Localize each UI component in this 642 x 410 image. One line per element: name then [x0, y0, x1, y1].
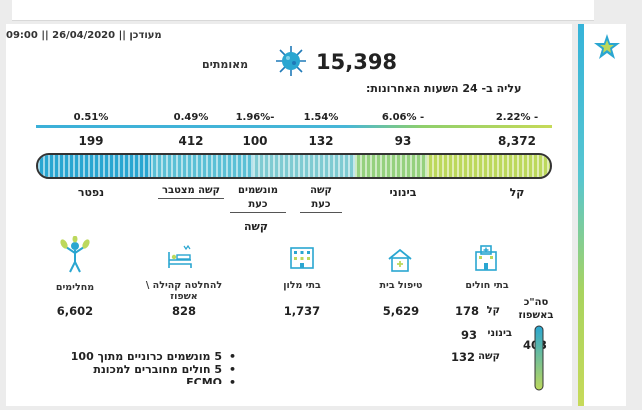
thermo-segment-deceased — [38, 155, 151, 177]
label-home-care: טיפול בית — [379, 280, 423, 291]
hosp-row-moderate-value: 93 — [460, 328, 477, 342]
notes-list: 5 מונשמים כרוניים מתוך 100 5 חולים מחובר… — [66, 350, 276, 384]
count-mild: 8,372 — [498, 134, 536, 148]
recovered-person-icon — [60, 236, 90, 273]
pct-ventilated: -1.96% — [235, 112, 275, 123]
hospital-icon — [475, 245, 497, 271]
home-icon — [388, 248, 412, 272]
pct-mild: - 2.22% — [495, 112, 539, 123]
divider-line — [36, 125, 552, 128]
count-severe-cumulative: 412 — [178, 134, 204, 148]
virus-icon — [276, 46, 306, 76]
value-community-decision: 828 — [171, 304, 196, 318]
pct-severe-cumulative: 0.49% — [173, 112, 209, 123]
logo-icon — [594, 34, 620, 59]
severe-group-label: קשה — [244, 220, 268, 233]
hosp-row-severe-value: 132 — [450, 350, 475, 364]
pct-severe-now: 1.54% — [303, 112, 339, 123]
note-item: ECMO — [66, 376, 236, 384]
label-severe-cumulative: קשה מצטבר — [158, 184, 224, 199]
label-mild: קל — [509, 186, 525, 199]
sidebar — [578, 24, 626, 406]
count-ventilated: 100 — [242, 134, 268, 148]
hosp-row-severe-label: קשה — [478, 351, 500, 362]
confirmed-total: 15,398 — [316, 50, 398, 74]
mini-thermometer — [534, 325, 544, 391]
last-updated: מעודכן || 26/04/2020 || 09:00 — [6, 30, 162, 41]
label-recovered: מחלימים — [55, 282, 95, 293]
value-hotels: 1,737 — [283, 304, 321, 318]
label-hospitals: בתי חולים — [465, 280, 509, 291]
pct-deceased: 0.51% — [73, 112, 109, 123]
label-community-decision: להחלטה קהילה \ אשפוז — [145, 280, 223, 302]
count-moderate: 93 — [394, 134, 412, 148]
note-item: 5 חולים מחוברים למכונת — [66, 363, 236, 376]
thermo-segment-mild — [427, 155, 550, 177]
hosp-row-mild-label: קל — [486, 305, 500, 316]
thermo-segment-severe-now — [253, 155, 356, 177]
label-deceased: נפטר — [77, 186, 105, 199]
hosp-row-moderate-label: בינוני — [487, 328, 512, 339]
note-item: 5 מונשמים כרוניים מתוך 100 — [66, 350, 236, 363]
label-ventilated: מונשמים כעת — [230, 184, 286, 213]
value-home-care: 5,629 — [382, 304, 420, 318]
count-deceased: 199 — [78, 134, 104, 148]
severity-thermometer — [36, 153, 552, 179]
top-strip — [12, 0, 594, 21]
hospital-bed-icon — [168, 244, 192, 268]
dashboard-card: מעודכן || 26/04/2020 || 09:00 15,398 מאו… — [6, 24, 572, 406]
hosp-total-label: סה"כ באשפוז — [518, 297, 554, 321]
label-moderate: בינוני — [389, 186, 417, 199]
rise-title: עליה ב- 24 השעות האחרונות: — [366, 82, 522, 95]
value-recovered: 6,602 — [56, 304, 94, 318]
thermo-segment-severe-cumulative — [150, 155, 254, 177]
hotel-icon — [290, 247, 314, 269]
hosp-row-mild-value: 178 — [454, 304, 479, 318]
thermo-segment-moderate — [355, 155, 428, 177]
confirmed-label: מאומתים — [202, 58, 249, 71]
pct-moderate: - 6.06% — [381, 112, 425, 123]
label-hotels: בתי מלון — [283, 280, 321, 291]
sidebar-gradient-bar — [578, 24, 584, 406]
label-severe-now: קשה כעת — [300, 184, 342, 213]
count-severe-now: 132 — [308, 134, 334, 148]
